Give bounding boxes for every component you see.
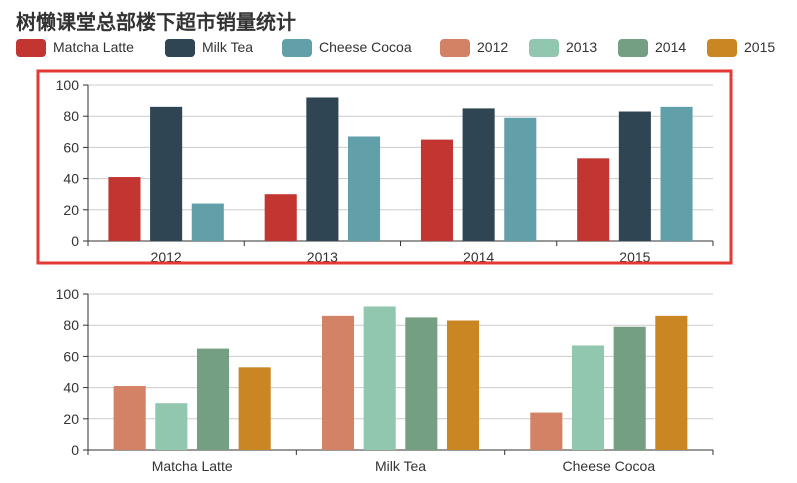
y-tick-label: 20 — [63, 202, 79, 218]
bar-2012-cheese-cocoa — [530, 412, 563, 450]
bar-2012-milk-tea — [321, 315, 355, 450]
bar-cheese-cocoa-2014 — [504, 117, 537, 241]
legend-label: 2013 — [566, 39, 598, 55]
bar-cheese-cocoa-2012 — [191, 203, 224, 241]
y-tick-label: 80 — [63, 317, 79, 333]
y-tick-label: 0 — [71, 442, 79, 458]
y-tick-label: 60 — [63, 348, 79, 364]
legend-swatch — [282, 39, 312, 57]
bar-2012-matcha-latte — [113, 386, 146, 450]
bar-cheese-cocoa-2015 — [660, 106, 693, 241]
y-tick-label: 20 — [63, 411, 79, 427]
legend-label: Milk Tea — [202, 39, 254, 55]
legend-swatch — [165, 39, 195, 57]
bar-cheese-cocoa-2013 — [348, 136, 381, 241]
bar-milk-tea-2013 — [306, 97, 339, 241]
y-tick-label: 0 — [71, 233, 79, 249]
bar-2015-cheese-cocoa — [655, 315, 688, 450]
highlight-frame — [36, 69, 733, 265]
y-tick-label: 100 — [56, 77, 80, 93]
x-tick-label: Milk Tea — [375, 458, 426, 474]
bar-matcha-latte-2014 — [420, 139, 453, 241]
bar-2015-matcha-latte — [238, 367, 271, 450]
legend-swatch — [618, 39, 648, 57]
y-tick-label: 100 — [56, 286, 80, 302]
x-tick-label: 2014 — [463, 249, 494, 265]
y-tick-label: 40 — [63, 380, 79, 396]
chart-2: 0 20 40 60 80 100 Matcha Latte Milk Tea Cheese C… — [56, 286, 714, 474]
bar-2014-milk-tea — [405, 317, 438, 450]
y-tick-label: 60 — [63, 139, 79, 155]
bar-matcha-latte-2012 — [108, 177, 141, 241]
x-tick-label: 2015 — [619, 249, 650, 265]
chart-1: 0 20 40 60 80 100 2012 2013 2014 2015 — [36, 69, 733, 265]
y-tick-label: 40 — [63, 171, 79, 187]
bar-2013-matcha-latte — [155, 403, 188, 450]
legend-label: 2012 — [477, 39, 509, 55]
x-tick-label: 2013 — [307, 249, 338, 265]
legend-label: Cheese Cocoa — [319, 39, 412, 55]
x-tick-label: 2012 — [151, 249, 182, 265]
legend-label: 2015 — [744, 39, 776, 55]
bar-matcha-latte-2013 — [264, 194, 297, 241]
legend-label: 2014 — [655, 39, 687, 55]
legend-swatch — [707, 39, 737, 57]
bar-milk-tea-2012 — [150, 106, 183, 241]
bar-milk-tea-2014 — [462, 108, 495, 242]
bar-2014-matcha-latte — [196, 348, 230, 450]
bar-2013-cheese-cocoa — [571, 345, 605, 450]
legend-label: Matcha Latte — [53, 39, 134, 55]
legend-swatch — [440, 39, 470, 57]
legend-swatch — [16, 39, 46, 57]
y-tick-label: 80 — [63, 108, 79, 124]
bar-milk-tea-2015 — [618, 111, 651, 242]
x-tick-label: Matcha Latte — [152, 458, 233, 474]
bar-2014-cheese-cocoa — [613, 326, 646, 450]
bar-2015-milk-tea — [446, 320, 480, 450]
legend-swatch — [529, 39, 559, 57]
x-tick-label: Cheese Cocoa — [563, 458, 656, 474]
bar-matcha-latte-2015 — [577, 158, 610, 241]
bar-2013-milk-tea — [363, 306, 396, 450]
chart-title: 树懒课堂总部楼下超市销量统计 — [16, 10, 296, 34]
